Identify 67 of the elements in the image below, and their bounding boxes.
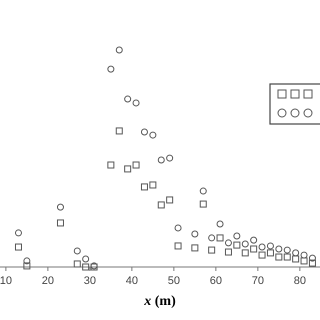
point (132, 99, 140, 106)
point (275, 245, 282, 252)
point (174, 242, 182, 250)
point (208, 246, 216, 254)
x-tick-label: 10 (0, 275, 12, 287)
point (292, 249, 300, 256)
point (107, 162, 114, 169)
point (258, 244, 266, 251)
point (292, 255, 300, 262)
point (149, 181, 156, 188)
point (82, 255, 90, 262)
x-tick-label: 50 (168, 275, 180, 287)
point (56, 219, 64, 226)
point (174, 224, 182, 232)
point (116, 46, 123, 54)
point (224, 239, 232, 246)
point (23, 262, 30, 270)
point (124, 165, 132, 172)
point (250, 236, 258, 244)
point (23, 257, 30, 264)
point (275, 254, 282, 261)
point (258, 252, 266, 259)
point (250, 245, 258, 252)
point (107, 66, 114, 73)
point (266, 242, 274, 250)
point (242, 240, 249, 248)
point (158, 201, 165, 208)
point (74, 260, 81, 268)
point (140, 183, 148, 190)
point (191, 230, 198, 238)
point (266, 249, 274, 256)
point (284, 254, 291, 261)
x-axis-title: x (m) (143, 294, 176, 309)
point (166, 154, 174, 162)
x-tick-label: 60 (210, 275, 222, 287)
point (300, 257, 308, 264)
point (166, 196, 174, 204)
point (82, 264, 90, 270)
point (284, 246, 291, 254)
point (132, 162, 140, 169)
point (242, 249, 249, 256)
point (233, 242, 240, 249)
x-tick-label: 80 (294, 275, 306, 287)
point (56, 204, 64, 211)
point (308, 260, 316, 267)
point (308, 254, 316, 262)
point (74, 247, 81, 254)
point (224, 248, 232, 256)
x-tick-label: 40 (126, 275, 138, 287)
point (14, 229, 22, 236)
point (191, 244, 198, 252)
point (300, 252, 308, 259)
point (208, 234, 216, 242)
point (216, 220, 224, 228)
point (200, 200, 207, 208)
point (149, 132, 156, 139)
point (216, 234, 224, 242)
point (158, 156, 165, 164)
point (233, 232, 240, 240)
point (14, 244, 22, 251)
point (116, 127, 123, 134)
point (124, 96, 132, 103)
point (200, 188, 207, 195)
x-tick-label: 30 (84, 275, 96, 287)
x-tick-label: 70 (252, 275, 264, 287)
x-tick-label: 20 (42, 275, 54, 287)
point (140, 128, 148, 136)
